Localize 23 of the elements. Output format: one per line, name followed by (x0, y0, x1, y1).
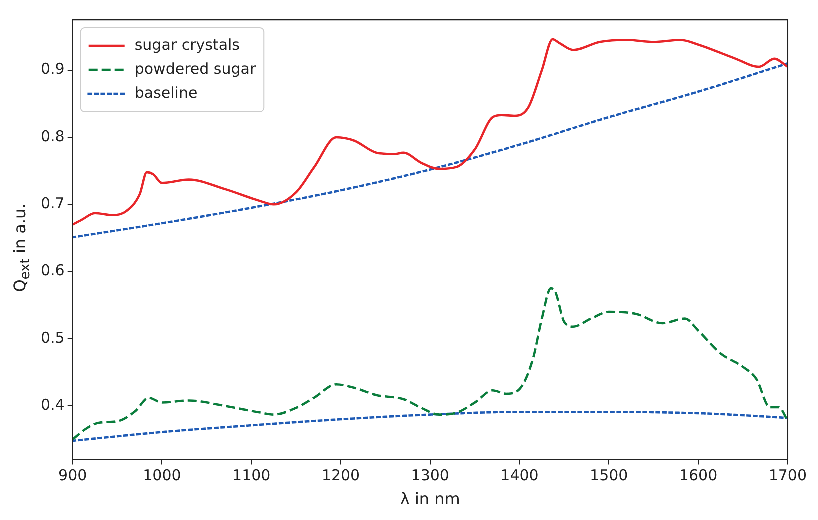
legend-label: sugar crystals (134, 36, 240, 54)
x-tick-label: 1200 (322, 466, 360, 485)
x-tick-label: 1500 (590, 466, 628, 485)
y-tick-label: 0.8 (40, 127, 65, 146)
x-tick-label: 1700 (768, 466, 808, 485)
line-series (72, 287, 788, 441)
x-tick-label: 1000 (143, 466, 182, 485)
x-tick-label: 1600 (679, 466, 718, 485)
x-tick-label: 1300 (411, 466, 450, 485)
y-tick-label: 0.5 (40, 328, 65, 347)
line-series (72, 410, 788, 442)
y-tick-label: 0.7 (40, 194, 65, 213)
y-tick-label: 0.9 (40, 60, 65, 78)
x-tick-label: 1100 (232, 466, 271, 485)
legend-label: powdered sugar (134, 60, 257, 78)
y-tick-label: 0.6 (40, 262, 65, 280)
x-axis-title: λ in nm (400, 490, 460, 509)
line-series (72, 62, 788, 239)
line-series (72, 38, 788, 226)
x-tick-label: 1400 (500, 466, 539, 485)
y-tick-label: 0.4 (40, 396, 65, 414)
x-tick-label: 900 (58, 466, 88, 485)
legend-label: baseline (134, 84, 198, 102)
